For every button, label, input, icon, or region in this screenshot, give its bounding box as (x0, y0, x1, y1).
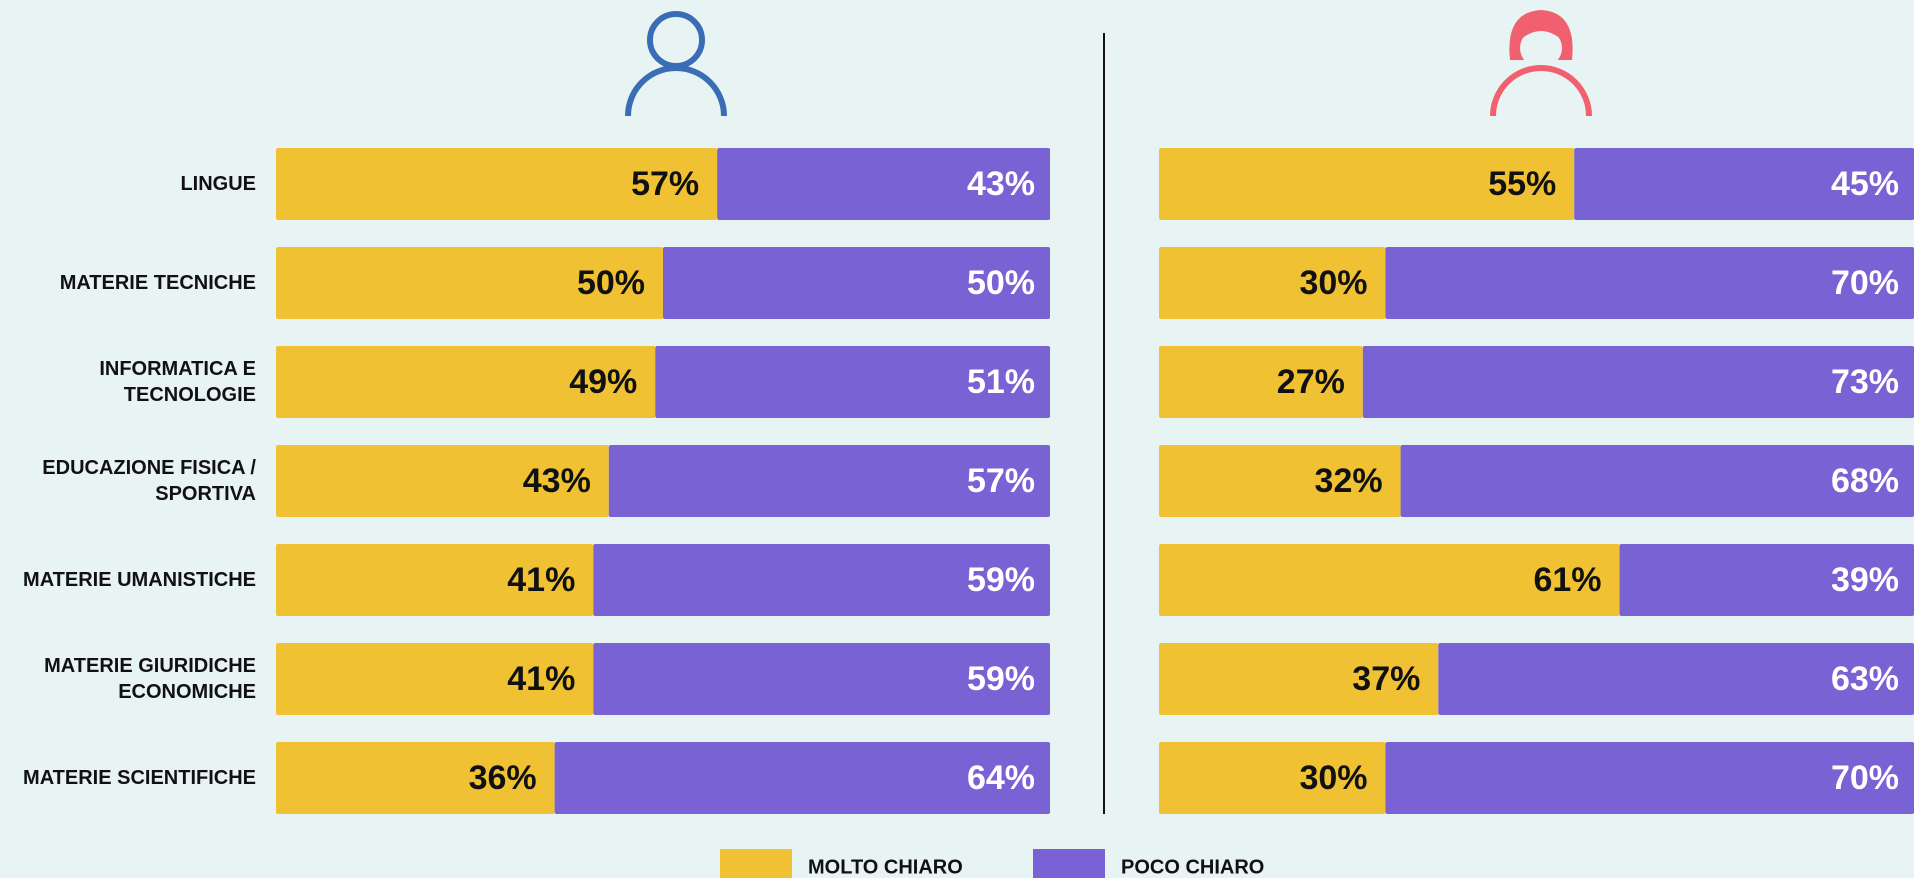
bar-segment (1438, 643, 1914, 715)
bar-segment (276, 544, 594, 616)
bar-segment (276, 247, 663, 319)
bar-segment (663, 247, 1050, 319)
bar-segment (655, 346, 1050, 418)
value-label: 30% (1299, 759, 1367, 797)
bar-segment (1159, 544, 1620, 616)
value-label: 64% (967, 759, 1035, 797)
value-label: 41% (507, 561, 575, 599)
legend-swatch (1033, 849, 1105, 878)
category-label: INFORMATICA E TECNOLOGIE (99, 358, 256, 406)
value-label: 59% (967, 660, 1035, 698)
bar-segment (1159, 148, 1575, 220)
value-label: 73% (1831, 363, 1899, 401)
category-label: MATERIE GIURIDICHE ECONOMICHE (44, 655, 256, 703)
bar-segment (1400, 445, 1914, 517)
value-label: 36% (469, 759, 537, 797)
value-label: 27% (1277, 363, 1345, 401)
bar-segment (1159, 346, 1363, 418)
bar-segment (717, 148, 1050, 220)
value-label: 45% (1831, 165, 1899, 203)
bar-segment (593, 544, 1050, 616)
bar-segment (554, 742, 1050, 814)
bar-segment (1159, 643, 1439, 715)
legend-label: POCO CHIARO (1121, 856, 1264, 878)
value-label: 70% (1831, 759, 1899, 797)
bar-segment (1385, 247, 1914, 319)
category-label: LINGUE (180, 173, 256, 195)
bar-segment (276, 148, 718, 220)
male-icon (625, 11, 727, 117)
legend-swatch (720, 849, 792, 878)
value-label: 57% (967, 462, 1035, 500)
female-icon (1490, 10, 1592, 117)
value-label: 61% (1533, 561, 1601, 599)
category-label: MATERIE SCIENTIFICHE (23, 767, 256, 789)
bar-segment (1159, 742, 1386, 814)
value-label: 30% (1299, 264, 1367, 302)
value-label: 57% (631, 165, 699, 203)
value-label: 49% (569, 363, 637, 401)
category-label: EDUCAZIONE FISICA / SPORTIVA (42, 457, 256, 505)
bar-segment (1385, 742, 1914, 814)
value-label: 50% (577, 264, 645, 302)
bar-segment (276, 742, 555, 814)
value-label: 50% (967, 264, 1035, 302)
value-label: 43% (523, 462, 591, 500)
category-label: MATERIE UMANISTICHE (23, 569, 256, 591)
value-label: 39% (1831, 561, 1899, 599)
bar-segment (1619, 544, 1914, 616)
value-label: 43% (967, 165, 1035, 203)
bar-segment (276, 643, 594, 715)
value-label: 51% (967, 363, 1035, 401)
value-label: 70% (1831, 264, 1899, 302)
bar-segment (1159, 445, 1401, 517)
value-label: 41% (507, 660, 575, 698)
bar-segment (276, 445, 609, 517)
bar-segment (593, 643, 1050, 715)
value-label: 55% (1488, 165, 1556, 203)
bar-segment (608, 445, 1050, 517)
bar-segment (1362, 346, 1914, 418)
value-label: 37% (1352, 660, 1420, 698)
value-label: 59% (967, 561, 1035, 599)
value-label: 63% (1831, 660, 1899, 698)
value-label: 68% (1831, 462, 1899, 500)
value-label: 32% (1315, 462, 1383, 500)
bar-segment (276, 346, 656, 418)
legend-label: MOLTO CHIARO (808, 856, 963, 878)
bar-segment (1159, 247, 1386, 319)
category-label: MATERIE TECNICHE (59, 272, 256, 294)
bar-segment (1574, 148, 1914, 220)
